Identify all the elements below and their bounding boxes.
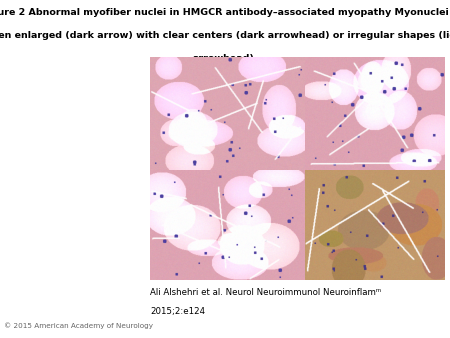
Text: Figure 2 Abnormal myofiber nuclei in HMGCR antibody–associated myopathy Myonucle: Figure 2 Abnormal myofiber nuclei in HMG… [0,8,450,18]
Text: arrowhead).: arrowhead). [192,54,258,64]
Text: 2015;2:e124: 2015;2:e124 [150,307,205,316]
Text: often enlarged (dark arrow) with clear centers (dark arrowhead) or irregular sha: often enlarged (dark arrow) with clear c… [0,31,450,41]
Text: Ali Alshehri et al. Neurol Neuroimmunol Neuroinflamᵐ: Ali Alshehri et al. Neurol Neuroimmunol … [150,288,381,297]
Text: © 2015 American Academy of Neurology: © 2015 American Academy of Neurology [4,322,153,329]
